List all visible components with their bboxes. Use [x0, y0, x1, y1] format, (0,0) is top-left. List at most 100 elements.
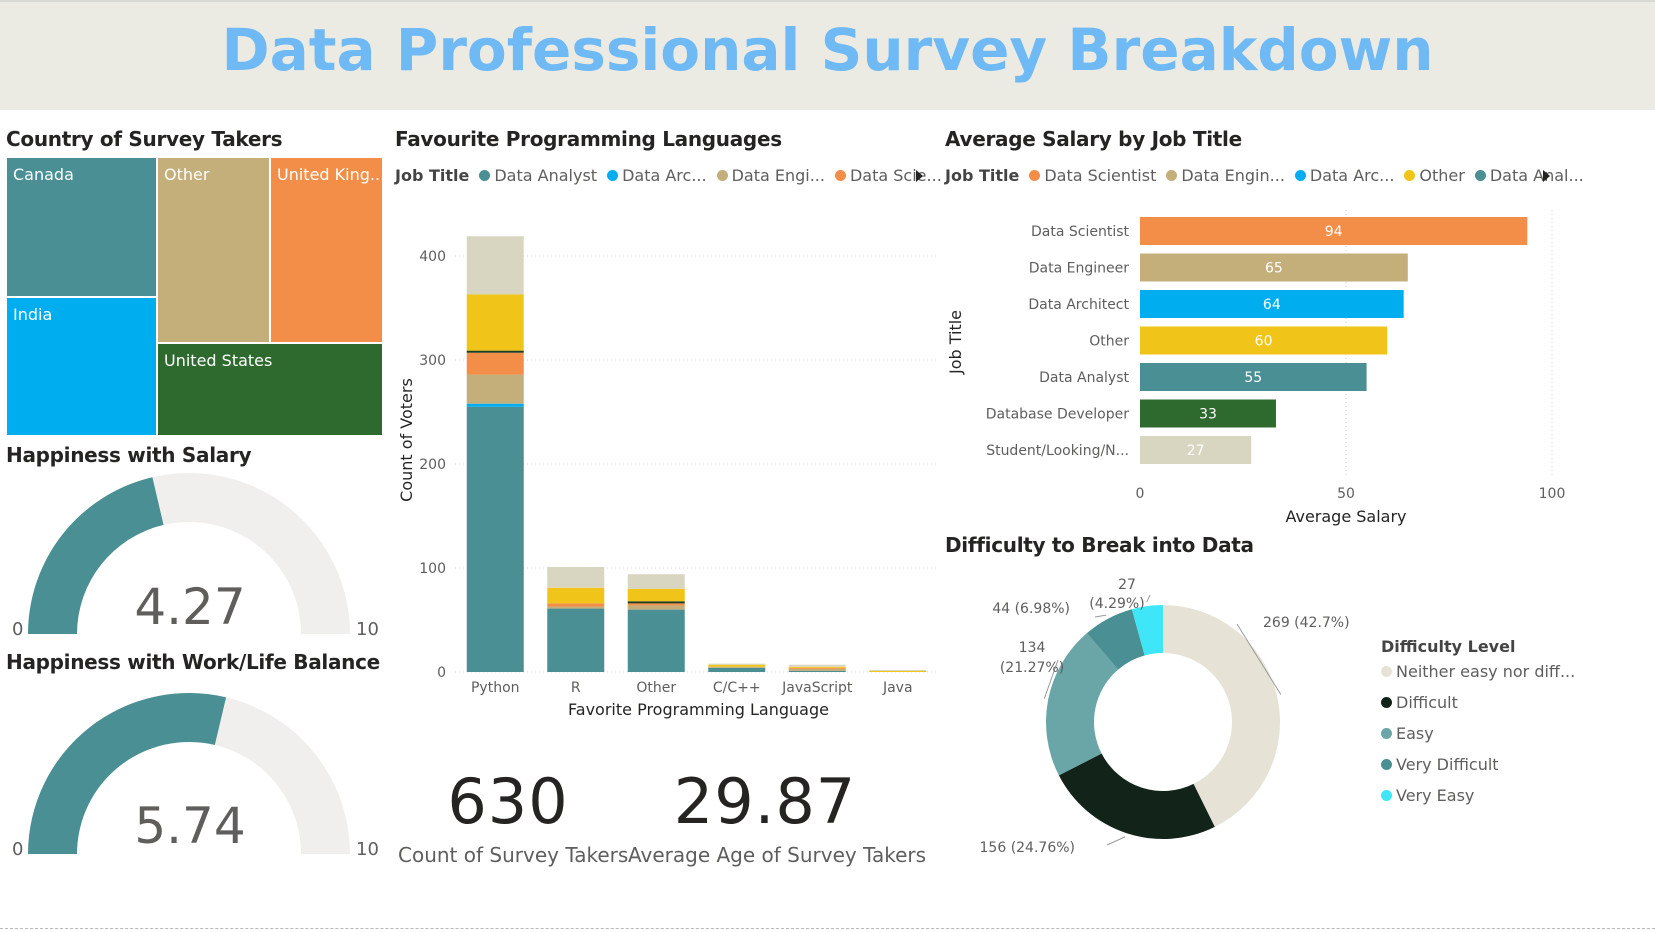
- difficulty-legend-item[interactable]: Easy: [1381, 724, 1434, 743]
- leader-line: [1094, 614, 1107, 618]
- leader-line: [1043, 659, 1059, 699]
- bar-segment[interactable]: [708, 663, 766, 665]
- legend-item[interactable]: Data Anal...: [1474, 166, 1584, 185]
- bar-data-label: 64: [1263, 297, 1281, 313]
- gauge-fill: [28, 477, 164, 634]
- legend-item[interactable]: Data Arc...: [1294, 166, 1394, 185]
- salary-happiness-value: 4.27: [134, 578, 246, 636]
- treemap-tile-united-states[interactable]: United States: [157, 343, 383, 436]
- age-kpi-value: 29.87: [673, 765, 857, 838]
- bar-segment[interactable]: [708, 664, 766, 667]
- languages-legend: Job Title Data Analyst Data Arc... Data …: [395, 166, 942, 185]
- donut-slice[interactable]: [1131, 605, 1163, 656]
- bar-segment[interactable]: [627, 574, 685, 589]
- salary-horizontal-bar-chart[interactable]: 0 50 100 94 Data Scientist 65 Data Engineer 64 D…: [940, 200, 1655, 535]
- donut-slice[interactable]: [1086, 609, 1145, 670]
- legend-dot: [1381, 697, 1392, 708]
- bar-segment[interactable]: [466, 352, 524, 375]
- bar-segment[interactable]: [788, 666, 846, 668]
- donut-data-label: 156 (24.76%): [980, 840, 1075, 856]
- legend-label: Difficult: [1396, 693, 1458, 712]
- gauge-max-label: 10: [356, 619, 379, 640]
- legend-next-icon[interactable]: [916, 170, 923, 182]
- donut-slice[interactable]: [1058, 753, 1215, 839]
- salary-bar[interactable]: [1140, 363, 1367, 391]
- bar-segment[interactable]: [466, 403, 524, 407]
- count-kpi-label: Count of Survey Takers: [398, 843, 629, 867]
- difficulty-legend-item[interactable]: Very Difficult: [1381, 755, 1499, 774]
- bar-segment[interactable]: [708, 667, 766, 672]
- legend-item[interactable]: Data Arc...: [607, 166, 707, 185]
- bar-segment[interactable]: [466, 406, 524, 672]
- difficulty-legend-item[interactable]: Neither easy nor diff...: [1381, 662, 1575, 681]
- salary-bar[interactable]: [1140, 326, 1388, 355]
- age-kpi-label: Average Age of Survey Takers: [628, 843, 927, 867]
- bar-segment[interactable]: [627, 588, 685, 602]
- dashboard-title: Data Professional Survey Breakdown: [221, 16, 1434, 84]
- bar-segment[interactable]: [869, 669, 927, 671]
- bar-segment[interactable]: [466, 350, 524, 353]
- legend-item[interactable]: Data Scie...: [834, 166, 942, 185]
- salary-bar[interactable]: [1140, 399, 1276, 428]
- treemap-tile-india[interactable]: India: [6, 297, 157, 436]
- difficulty-legend-item[interactable]: Very Easy: [1381, 786, 1474, 805]
- bar-segment[interactable]: [627, 609, 685, 672]
- y-tick-label: 0: [437, 665, 446, 681]
- legend-label: Neither easy nor diff...: [1396, 662, 1576, 681]
- difficulty-donut-chart[interactable]: 269 (42.7%) 156 (24.76%) 134 (21.27%) 44 (6.…: [945, 565, 1385, 865]
- difficulty-legend-item[interactable]: Difficult: [1381, 693, 1458, 712]
- salary-bar[interactable]: [1140, 290, 1404, 318]
- legend-item[interactable]: Data Analyst: [479, 166, 597, 185]
- bar-segment[interactable]: [547, 566, 605, 588]
- bar-segment[interactable]: [466, 236, 524, 295]
- x-tick-label: 0: [1136, 486, 1145, 502]
- bar-segment[interactable]: [788, 664, 846, 667]
- bar-segment[interactable]: [708, 666, 766, 668]
- bar-segment[interactable]: [547, 606, 605, 609]
- languages-stacked-bar-chart[interactable]: 0 100 200 300 400 Python R Other C/C++ JavaScript…: [390, 200, 950, 730]
- legend-title: Job Title: [395, 166, 470, 185]
- bar-segment[interactable]: [627, 601, 685, 604]
- legend-next-icon[interactable]: [1543, 170, 1550, 182]
- country-chart-title: Country of Survey Takers: [6, 127, 283, 151]
- legend-item[interactable]: Data Engin...: [1166, 166, 1285, 185]
- legend-item[interactable]: Data Engi...: [716, 166, 825, 185]
- x-tick-label: R: [571, 680, 581, 696]
- treemap-tile-united-kingdom[interactable]: United King...: [270, 157, 383, 343]
- legend-label: Data Scientist: [1044, 166, 1157, 185]
- bottom-divider: [0, 928, 1655, 929]
- legend-dot: [1381, 790, 1392, 801]
- donut-slice[interactable]: [1163, 605, 1280, 827]
- wlb-happiness-gauge[interactable]: [0, 680, 390, 865]
- count-kpi-value: 630: [447, 765, 569, 838]
- bar-segment[interactable]: [547, 603, 605, 607]
- bar-data-label: 55: [1244, 370, 1262, 386]
- bar-segment[interactable]: [547, 587, 605, 604]
- bar-segment[interactable]: [466, 374, 524, 404]
- salary-happiness-gauge[interactable]: [0, 470, 390, 645]
- bar-segment[interactable]: [788, 668, 846, 671]
- y-tick-label: Student/Looking/N...: [986, 443, 1129, 459]
- bar-segment[interactable]: [788, 667, 846, 669]
- treemap-tile-other[interactable]: Other: [157, 157, 270, 343]
- y-tick-label: Database Developer: [986, 407, 1129, 423]
- leader-line: [1236, 623, 1282, 695]
- y-tick-label: 300: [419, 353, 446, 369]
- salary-bar[interactable]: [1140, 436, 1252, 464]
- x-tick-label: Java: [882, 680, 913, 696]
- bar-segment[interactable]: [627, 605, 685, 610]
- bar-segment[interactable]: [466, 294, 524, 351]
- legend-item[interactable]: Data Scientist: [1029, 166, 1156, 185]
- treemap-tile-canada[interactable]: Canada: [6, 157, 157, 297]
- legend-label: Very Easy: [1396, 786, 1475, 805]
- bar-segment[interactable]: [547, 608, 605, 672]
- leader-line: [1106, 836, 1126, 846]
- donut-slice[interactable]: [1046, 633, 1119, 776]
- salary-bar[interactable]: [1140, 253, 1408, 282]
- legend-item[interactable]: Other: [1404, 166, 1465, 185]
- bar-segment[interactable]: [627, 603, 685, 606]
- bar-segment[interactable]: [788, 670, 846, 672]
- salary-bar[interactable]: [1140, 217, 1528, 245]
- legend-dot: [1381, 666, 1392, 677]
- bar-segment[interactable]: [869, 670, 927, 672]
